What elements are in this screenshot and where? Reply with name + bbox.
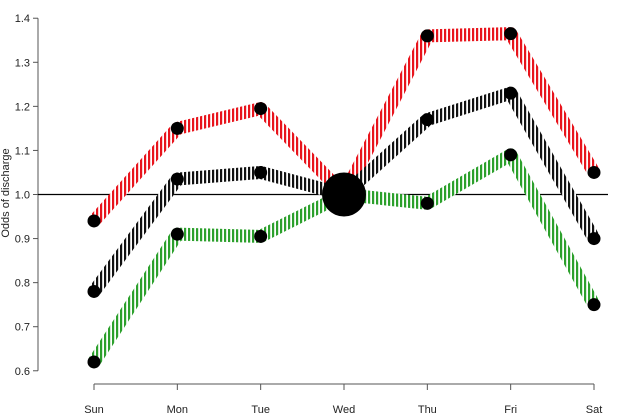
y-tick-label: 1.4 bbox=[15, 13, 30, 25]
x-tick-label: Wed bbox=[333, 404, 355, 416]
series-point bbox=[170, 121, 184, 135]
series-point bbox=[504, 148, 518, 162]
series-point bbox=[87, 214, 101, 228]
x-tick-label: Tue bbox=[251, 404, 270, 416]
x-tick-label: Mon bbox=[167, 404, 188, 416]
x-tick-label: Thu bbox=[418, 404, 437, 416]
series-point bbox=[420, 29, 434, 43]
x-tick-label: Sun bbox=[84, 404, 104, 416]
series-point bbox=[504, 86, 518, 100]
x-tick-label: Sat bbox=[586, 404, 603, 416]
series-point bbox=[87, 355, 101, 369]
x-tick-label: Fri bbox=[504, 404, 517, 416]
y-tick-label: 0.8 bbox=[15, 278, 30, 290]
series-point bbox=[170, 172, 184, 186]
series-point bbox=[87, 284, 101, 298]
y-axis: 0.6 0.7 0.8 0.9 1.0 1.1 1.2 1.3 1.4 bbox=[15, 13, 39, 378]
y-tick-label: 1.0 bbox=[15, 190, 30, 202]
y-axis-label: Odds of discharge bbox=[0, 148, 12, 237]
y-tick-label: 0.7 bbox=[15, 322, 30, 334]
series-point bbox=[254, 102, 268, 116]
series-point bbox=[254, 165, 268, 179]
x-axis: Sun Mon Tue Wed Thu Fri Sat bbox=[84, 383, 603, 416]
y-tick-label: 0.6 bbox=[15, 366, 30, 378]
series-point bbox=[420, 113, 434, 127]
reference-point bbox=[322, 172, 366, 217]
y-tick-label: 0.9 bbox=[15, 234, 30, 246]
series-point bbox=[587, 165, 601, 179]
series-point bbox=[587, 298, 601, 312]
y-tick-label: 1.1 bbox=[15, 145, 30, 157]
series-point bbox=[504, 27, 518, 41]
series-point bbox=[170, 227, 184, 241]
y-tick-label: 1.2 bbox=[15, 101, 30, 113]
series-point bbox=[587, 232, 601, 246]
series-point bbox=[420, 196, 434, 210]
y-tick-label: 1.3 bbox=[15, 57, 30, 69]
series-point bbox=[254, 229, 268, 243]
